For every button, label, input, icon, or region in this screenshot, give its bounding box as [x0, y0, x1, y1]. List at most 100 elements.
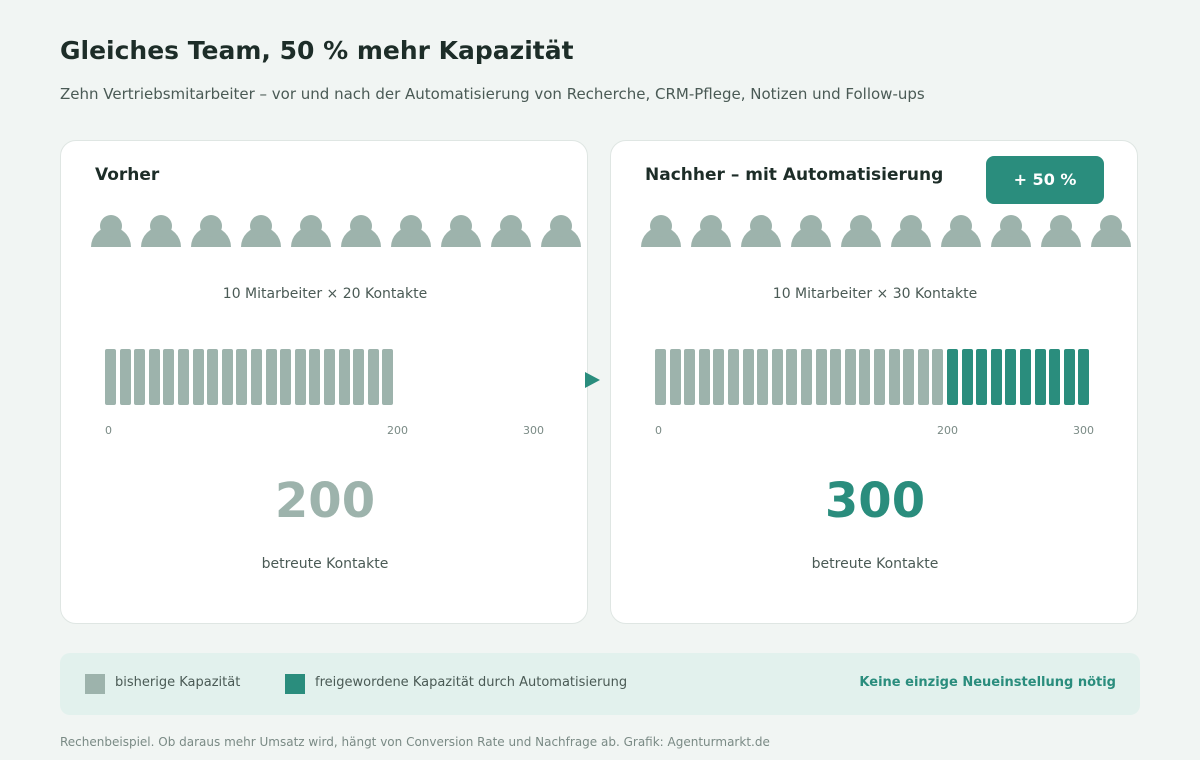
- tick-label-0: 0: [655, 424, 662, 437]
- capacity-bar-existing: [859, 349, 871, 405]
- legend-label-freed: freigewordene Kapazität durch Automatisi…: [315, 675, 628, 690]
- capacity-bar-existing: [280, 349, 292, 405]
- capacity-bar-existing: [801, 349, 812, 405]
- legend: bisherige Kapazität freigewordene Kapazi…: [60, 653, 1140, 715]
- person-icon: [89, 213, 133, 251]
- capacity-bar-existing: [903, 349, 915, 405]
- capacity-bar-existing: [294, 349, 306, 405]
- capacity-bar-existing: [655, 349, 666, 405]
- capacity-bar-existing: [771, 349, 783, 405]
- capacity-bar-existing: [221, 349, 233, 405]
- tick-label-300: 300: [1073, 424, 1094, 437]
- capacity-bar-existing: [815, 349, 827, 405]
- person-icon: [239, 213, 283, 251]
- capacity-bar-existing: [236, 349, 248, 405]
- person-icon: [739, 213, 783, 251]
- formula-text: 10 Mitarbeiter × 20 Kontakte: [222, 286, 428, 302]
- panel-title: Vorher: [95, 165, 160, 185]
- legend-label-existing: bisherige Kapazität: [115, 675, 241, 690]
- capacity-bar-existing: [178, 349, 189, 405]
- panel-after: Nachher – mit Automatisierung + 50 % 10 …: [610, 140, 1138, 624]
- increase-badge: + 50 %: [986, 156, 1104, 204]
- capacity-bar-freed: [1063, 349, 1075, 405]
- person-icon: [989, 213, 1033, 251]
- capacity-bar-existing: [917, 349, 929, 405]
- capacity-bar-existing: [728, 349, 739, 405]
- capacity-bar-existing: [105, 349, 116, 405]
- capacity-bar-existing: [338, 349, 350, 405]
- person-icon: [389, 213, 433, 251]
- capacity-bar-existing: [367, 349, 379, 405]
- panel-title: Nachher – mit Automatisierung: [645, 165, 944, 185]
- person-icon: [789, 213, 833, 251]
- tick-label-0: 0: [105, 424, 112, 437]
- page-title: Gleiches Team, 50 % mehr Kapazität: [60, 36, 574, 65]
- capacity-bar-existing: [382, 349, 394, 405]
- arrow-right-icon: [585, 372, 600, 388]
- capacity-bar-existing: [207, 349, 219, 405]
- capacity-bar-freed: [1049, 349, 1061, 405]
- capacity-bar-existing: [888, 349, 900, 405]
- capacity-bar-existing: [353, 349, 365, 405]
- people-row: [639, 213, 1134, 251]
- capacity-bar-freed: [1078, 349, 1090, 405]
- capacity-bar-freed: [947, 349, 958, 405]
- capacity-bar-existing: [713, 349, 725, 405]
- footnote: Rechenbeispiel. Ob daraus mehr Umsatz wi…: [60, 735, 770, 749]
- capacity-bars: [655, 349, 1115, 409]
- person-icon: [339, 213, 383, 251]
- capacity-bar-freed: [961, 349, 973, 405]
- capacity-bar-freed: [976, 349, 988, 405]
- person-icon: [489, 213, 533, 251]
- capacity-bar-freed: [990, 349, 1002, 405]
- capacity-bar-existing: [874, 349, 885, 405]
- capacity-bar-existing: [251, 349, 262, 405]
- capacity-bar-existing: [698, 349, 710, 405]
- formula-text: 10 Mitarbeiter × 30 Kontakte: [772, 286, 978, 302]
- capacity-bar-existing: [684, 349, 696, 405]
- person-icon: [639, 213, 683, 251]
- capacity-bar-existing: [119, 349, 131, 405]
- person-icon: [539, 213, 583, 251]
- person-icon: [839, 213, 883, 251]
- capacity-bar-existing: [786, 349, 798, 405]
- capacity-bar-existing: [265, 349, 277, 405]
- total-value: 300: [824, 473, 926, 529]
- capacity-bar-existing: [134, 349, 146, 405]
- total-caption: betreute Kontakte: [811, 556, 939, 572]
- person-icon: [189, 213, 233, 251]
- tick-label-200: 200: [387, 424, 408, 437]
- capacity-bar-existing: [844, 349, 856, 405]
- tick-label-200: 200: [937, 424, 958, 437]
- capacity-bar-existing: [757, 349, 769, 405]
- person-icon: [289, 213, 333, 251]
- capacity-bar-existing: [830, 349, 842, 405]
- capacity-bar-freed: [1034, 349, 1046, 405]
- capacity-bar-existing: [148, 349, 160, 405]
- total-caption: betreute Kontakte: [261, 556, 389, 572]
- legend-swatch-freed: [285, 674, 305, 694]
- capacity-bar-existing: [932, 349, 944, 405]
- page-subtitle: Zehn Vertriebsmitarbeiter – vor und nach…: [60, 85, 925, 103]
- legend-swatch-existing: [85, 674, 105, 694]
- person-icon: [889, 213, 933, 251]
- person-icon: [689, 213, 733, 251]
- person-icon: [439, 213, 483, 251]
- capacity-bar-existing: [309, 349, 321, 405]
- person-icon: [939, 213, 983, 251]
- capacity-bar-freed: [1020, 349, 1031, 405]
- capacity-bar-existing: [742, 349, 754, 405]
- total-value: 200: [274, 473, 376, 529]
- legend-note: Keine einzige Neueinstellung nötig: [859, 675, 1116, 690]
- person-icon: [139, 213, 183, 251]
- people-row: [89, 213, 584, 251]
- tick-label-300: 300: [523, 424, 544, 437]
- capacity-bars: [105, 349, 565, 409]
- capacity-bar-existing: [669, 349, 681, 405]
- capacity-bar-freed: [1005, 349, 1017, 405]
- panel-before: Vorher 10 Mitarbeiter × 20 Kontakte 0 20…: [60, 140, 588, 624]
- person-icon: [1089, 213, 1133, 251]
- capacity-bar-existing: [163, 349, 175, 405]
- person-icon: [1039, 213, 1083, 251]
- capacity-bar-existing: [324, 349, 335, 405]
